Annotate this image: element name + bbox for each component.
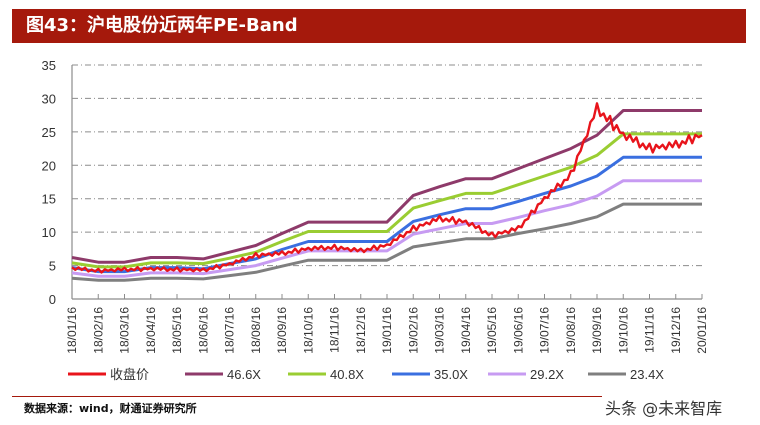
- x-tick-label: 20/01/16: [695, 307, 709, 354]
- series-line-29.2X: [71, 179, 702, 278]
- gridlines: [72, 64, 702, 267]
- legend-label: 23.4X: [630, 367, 664, 382]
- x-axis: 18/01/16 18/02/16 18/03/16 18/04/16 18/05/16…: [65, 294, 709, 354]
- x-tick-label: 18/04/16: [144, 307, 158, 354]
- x-tick-label: 19/07/16: [538, 307, 552, 354]
- x-tick-label: 18/06/16: [196, 307, 210, 354]
- legend-label: 40.8X: [330, 367, 364, 382]
- y-tick-label: 10: [42, 225, 56, 240]
- x-tick-label: 18/05/16: [170, 307, 184, 354]
- x-tick-label: 18/11/16: [328, 307, 342, 353]
- x-tick-label: 19/06/16: [511, 307, 525, 354]
- series-line-40.8X: [71, 132, 702, 269]
- x-tick-label: 19/05/16: [485, 307, 499, 354]
- y-tick-label: 5: [49, 259, 56, 274]
- y-tick-label: 0: [49, 292, 56, 307]
- x-tick-label: 19/09/16: [590, 307, 604, 354]
- x-tick-label: 19/01/16: [380, 307, 394, 354]
- x-tick-label: 19/11/16: [643, 307, 657, 353]
- footer-divider: [12, 396, 602, 397]
- x-tick-label: 18/07/16: [223, 307, 237, 354]
- x-tick-label: 18/12/16: [354, 307, 368, 354]
- legend-label: 收盘价: [110, 367, 149, 382]
- y-tick-label: 15: [42, 192, 56, 207]
- y-tick-label: 25: [42, 125, 56, 140]
- x-tick-label: 18/03/16: [118, 307, 132, 354]
- series-lines: [71, 102, 703, 282]
- legend-label: 29.2X: [530, 367, 564, 382]
- y-tick-label: 35: [42, 58, 56, 73]
- legend-label: 46.6X: [227, 367, 261, 382]
- x-tick-label: 18/10/16: [301, 307, 315, 354]
- series-line-35.0X: [71, 155, 702, 274]
- x-tick-label: 19/08/16: [564, 307, 578, 354]
- legend-label: 35.0X: [434, 367, 468, 382]
- legend: 收盘价 46.6X 40.8X 35.0X 29.2X 23.4X: [68, 367, 664, 382]
- x-tick-label: 18/09/16: [275, 307, 289, 354]
- x-tick-label: 19/12/16: [669, 307, 683, 354]
- x-tick-label: 18/08/16: [249, 307, 263, 354]
- x-tick-label: 18/01/16: [65, 307, 79, 354]
- y-axis: 0 5 10 15 20 25 30 35: [42, 58, 73, 307]
- series-line-23.4X: [71, 202, 702, 282]
- figure-title: 图43：沪电股份近两年PE-Band: [12, 9, 746, 43]
- x-tick-label: 18/02/16: [91, 307, 105, 354]
- x-tick-label: 19/02/16: [406, 307, 420, 354]
- source-note: 数据来源：wind，财通证券研究所: [24, 402, 197, 415]
- series-line-收盘价: [71, 102, 703, 274]
- series-line-46.6X: [71, 109, 702, 264]
- y-tick-label: 30: [42, 91, 56, 106]
- y-tick-label: 20: [42, 158, 56, 173]
- x-tick-label: 19/03/16: [433, 307, 447, 354]
- x-tick-label: 19/10/16: [616, 307, 630, 354]
- watermark: 头条 @未来智库: [605, 399, 723, 418]
- x-tick-label: 19/04/16: [459, 307, 473, 354]
